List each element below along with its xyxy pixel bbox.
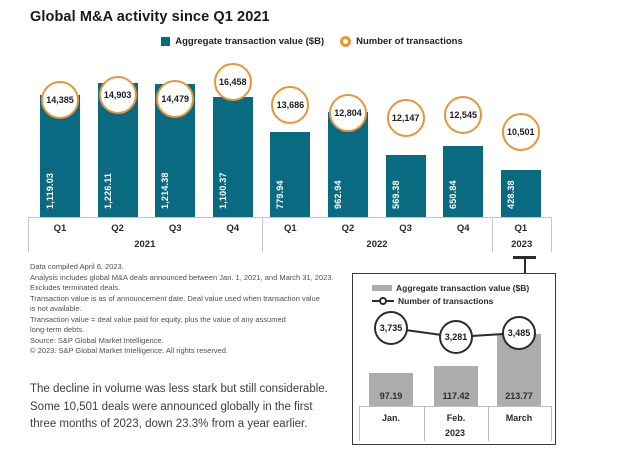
quarter-label: Q1 [514,223,528,234]
footnote-line: Data compiled April 6, 2023. [30,262,124,271]
inset-axis-divider [359,406,360,441]
inset-legend: Aggregate transaction value ($B) Number … [372,281,529,307]
transaction-count-circle: 14,479 [156,79,195,118]
transaction-count-circle: 16,458 [213,63,252,102]
bar-value-label: 1,214.38 [160,172,171,209]
inset-axis-divider [423,406,425,441]
inset-bar-value-label: 97.19 [379,391,403,401]
inset-legend-item-count: Number of transactions [372,294,529,307]
year-label: 2021 [134,239,156,250]
inset-legend-count-label: Number of transactions [398,295,494,306]
gray-bar-swatch-icon [372,284,392,291]
footnote-line: Source: S&P Global Market Intelligence. [30,335,164,345]
inset-count-circle: 3,735 [374,310,408,345]
inset-connector-stem [523,256,526,274]
footnote-line: Excludes terminated deals. [30,283,121,292]
inset-year-label: 2023 [444,428,466,438]
quarter-label: Q4 [226,223,240,234]
footnote-line: © 2023. S&P Global Market Intelligence. … [30,346,228,355]
callout-line: The decline in volume was less stark but… [30,383,328,395]
transaction-count-circle: 12,147 [386,99,425,138]
inset-value-bar [434,366,478,406]
x-axis-line [28,217,551,218]
inset-value-bar [369,373,413,406]
transaction-count-circle: 10,501 [501,113,540,152]
footnote-line: long-term debts. [30,325,85,334]
axis-year-divider [492,217,494,252]
transaction-count-circle: 14,385 [41,80,79,119]
year-label: 2022 [366,239,388,250]
inset-bar-value-label: 213.77 [505,391,533,401]
inset-axis-divider [551,406,552,441]
bar-value-label: 1,119.03 [45,172,55,209]
bar-value-label: 962.94 [333,180,343,209]
page-title: Global M&A activity since Q1 2021 [30,9,270,25]
bar-value-label: 1,100.37 [217,172,228,209]
legend-count-label: Number of transactions [356,36,463,47]
callout-paragraph: The decline in volume was less stark but… [30,381,328,434]
orange-donut-swatch-icon [340,36,352,47]
inset-month-label: March [505,413,533,423]
value-bar [500,170,541,217]
legend-item-count: Number of transactions [340,36,463,47]
footnotes: Data compiled April 6, 2023. Analysis inc… [30,262,334,357]
footnote-line: is not available. [30,304,82,313]
quarter-label: Q2 [341,223,355,234]
quarter-label: Q2 [111,223,124,234]
inset-bar-value-label: 117.42 [442,391,470,401]
bar-value-label: 1,226.11 [102,172,113,209]
inset-chart-box: Aggregate transaction value ($B) Number … [352,273,556,445]
bar-value-label: 779.94 [275,180,286,209]
main-legend: Aggregate transaction value ($B) Number … [0,36,624,47]
value-bar [212,96,253,217]
footnote-line: Transaction value = deal value paid for … [30,314,286,324]
footnote-line: Analysis includes global M&A deals annou… [30,272,334,282]
bar-value-label: 428.38 [505,180,516,209]
legend-item-value: Aggregate transaction value ($B) [161,36,324,47]
inset-month-label: Feb. [446,413,466,423]
callout-line: three months of 2023, down 23.3% from a … [30,418,308,430]
year-label: 2023 [511,239,533,250]
axis-year-divider [551,217,552,252]
quarter-label: Q3 [399,223,412,234]
quarter-label: Q4 [456,223,470,234]
quarter-label: Q3 [168,223,182,234]
quarter-label: Q1 [284,223,297,234]
bar-value-label: 569.38 [390,180,401,209]
main-chart-plot: 1,119.03 1,226.11 1,214.38 1,100.37 779.94 96… [28,63,552,252]
inset-legend-value-label: Aggregate transaction value ($B) [396,282,530,293]
axis-year-divider [261,217,263,252]
transaction-count-circle: 13,686 [271,86,310,125]
inset-count-circle: 3,281 [439,319,473,354]
transaction-count-circle: 12,545 [444,95,483,134]
inset-month-label: Jan. [381,413,400,423]
bar-value-label: 650.84 [448,180,459,209]
inset-plot: 97.19 117.42 213.77 3,735 3,281 3,485 Jan. Feb.… [353,274,554,443]
legend-value-label: Aggregate transaction value ($B) [175,36,325,47]
transaction-count-circle: 14,903 [98,76,137,115]
axis-year-divider [28,217,29,252]
value-bar [385,154,426,217]
callout-line: Some 10,501 deals were announced globall… [30,400,313,413]
value-bar [270,131,311,217]
inset-count-circle: 3,485 [502,315,536,350]
inset-legend-item-value: Aggregate transaction value ($B) [372,281,529,294]
value-bar [443,145,484,217]
inset-axis-divider [487,406,489,441]
quarter-label: Q1 [53,223,67,234]
transaction-count-circle: 12,804 [329,93,367,132]
inset-x-axis-line [359,406,551,407]
footnote-line: Transaction value is as of announcement … [30,293,320,303]
teal-square-swatch-icon [161,37,171,46]
line-circle-swatch-icon [372,296,394,305]
